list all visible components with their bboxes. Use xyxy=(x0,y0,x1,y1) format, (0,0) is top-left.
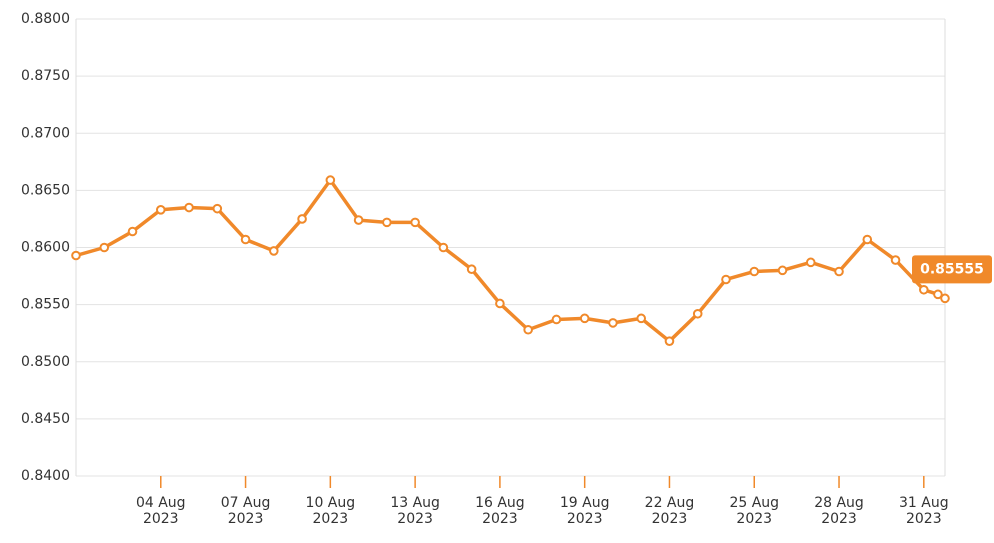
x-tick-label-line: 10 Aug xyxy=(306,495,356,511)
x-tick-label: 28 Aug 2023 xyxy=(814,495,864,527)
y-tick-label: 0.8450 xyxy=(21,411,70,427)
data-point xyxy=(155,204,166,215)
y-tick-label: 0.8700 xyxy=(21,125,70,141)
y-tick-label: 0.8550 xyxy=(21,297,70,313)
data-point xyxy=(862,234,873,245)
x-tick-label: 07 Aug 2023 xyxy=(221,495,271,527)
x-tick-label-line: 16 Aug xyxy=(475,495,525,511)
data-point xyxy=(71,250,81,261)
data-point xyxy=(551,314,562,325)
x-tick-label-line: 28 Aug xyxy=(814,495,864,511)
x-tick-label-line: 2023 xyxy=(228,511,264,527)
x-tick-label-line: 2023 xyxy=(652,511,688,527)
x-tick-label-line: 04 Aug xyxy=(136,495,186,511)
x-tick-label-line: 2023 xyxy=(906,511,942,527)
data-point xyxy=(834,266,844,277)
value-label: 0.85555 xyxy=(920,261,984,277)
x-tick-label-line: 22 Aug xyxy=(645,495,695,511)
y-tick-label: 0.8600 xyxy=(21,240,70,256)
data-point xyxy=(933,289,943,300)
data-point xyxy=(212,203,223,214)
x-tick-label-line: 2023 xyxy=(567,511,603,527)
data-point xyxy=(940,293,950,304)
y-tick-label: 0.8650 xyxy=(21,182,70,198)
data-point xyxy=(777,265,788,276)
x-tick-label-line: 25 Aug xyxy=(729,495,779,511)
y-tick-label: 0.8800 xyxy=(21,11,70,27)
data-point xyxy=(692,308,703,319)
data-point xyxy=(523,324,533,335)
data-point xyxy=(269,246,279,256)
data-point xyxy=(579,313,590,324)
data-point xyxy=(919,284,929,295)
data-point xyxy=(805,257,816,268)
data-point xyxy=(325,175,336,185)
data-point xyxy=(608,318,618,328)
data-point xyxy=(99,242,110,253)
x-tick-label-line: 2023 xyxy=(397,511,433,527)
x-tick-label: 22 Aug 2023 xyxy=(645,495,695,527)
data-point xyxy=(495,298,505,309)
x-tick-label: 31 Aug 2023 xyxy=(899,495,949,527)
x-tick-label: 04 Aug 2023 xyxy=(136,495,186,527)
data-point xyxy=(466,264,477,275)
value-label-box xyxy=(912,255,992,284)
data-point xyxy=(410,217,420,228)
data-point xyxy=(438,242,449,253)
x-tick-label-line: 2023 xyxy=(482,511,518,527)
data-point xyxy=(664,336,675,346)
data-point xyxy=(240,234,251,245)
x-tick-label: 10 Aug 2023 xyxy=(306,495,356,527)
data-point xyxy=(382,217,392,228)
y-tick-label: 0.8750 xyxy=(21,68,70,84)
x-tick-label-line: 2023 xyxy=(821,511,857,527)
x-tick-label: 13 Aug 2023 xyxy=(390,495,440,527)
data-point xyxy=(890,255,901,265)
x-tick-label: 25 Aug 2023 xyxy=(729,495,779,527)
x-tick-label-line: 13 Aug xyxy=(390,495,440,511)
x-tick-label: 16 Aug 2023 xyxy=(475,495,525,527)
x-tick-label: 19 Aug 2023 xyxy=(560,495,610,527)
data-point xyxy=(636,313,647,324)
x-tick-label-line: 2023 xyxy=(736,511,772,527)
x-tick-label-line: 19 Aug xyxy=(560,495,610,511)
data-point xyxy=(184,202,194,213)
y-tick-label: 0.8400 xyxy=(21,468,70,484)
data-point xyxy=(353,215,364,225)
data-point xyxy=(297,214,307,224)
x-tick-label-line: 2023 xyxy=(313,511,349,527)
x-tick-label-line: 2023 xyxy=(143,511,179,527)
data-point xyxy=(749,266,760,277)
y-tick-label: 0.8500 xyxy=(21,354,70,370)
x-tick-label-line: 07 Aug xyxy=(221,495,271,511)
data-point xyxy=(721,274,731,285)
data-point xyxy=(127,226,138,237)
x-tick-label-line: 31 Aug xyxy=(899,495,949,511)
